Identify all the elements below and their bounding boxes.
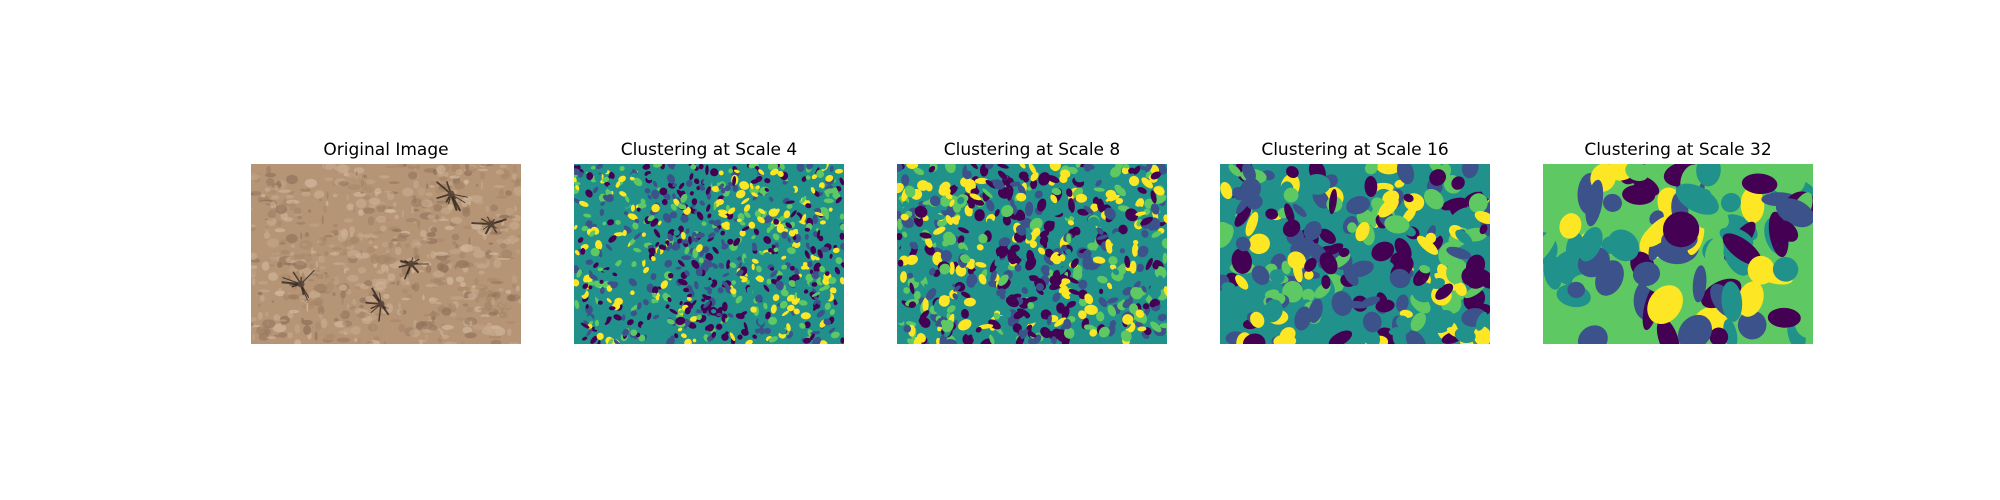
original-image — [251, 164, 521, 344]
panel-title: Clustering at Scale 16 — [1261, 140, 1449, 160]
cluster-map-scale-32 — [1543, 164, 1813, 344]
cluster-map-scale-4 — [574, 164, 844, 344]
cluster-map-scale-8 — [897, 164, 1167, 344]
panel-title: Clustering at Scale 4 — [620, 140, 798, 160]
panel-title: Original Image — [323, 140, 449, 160]
cluster-map-scale-16 — [1220, 164, 1490, 344]
panel-title: Clustering at Scale 8 — [943, 140, 1121, 160]
panel-title: Clustering at Scale 32 — [1584, 140, 1772, 160]
